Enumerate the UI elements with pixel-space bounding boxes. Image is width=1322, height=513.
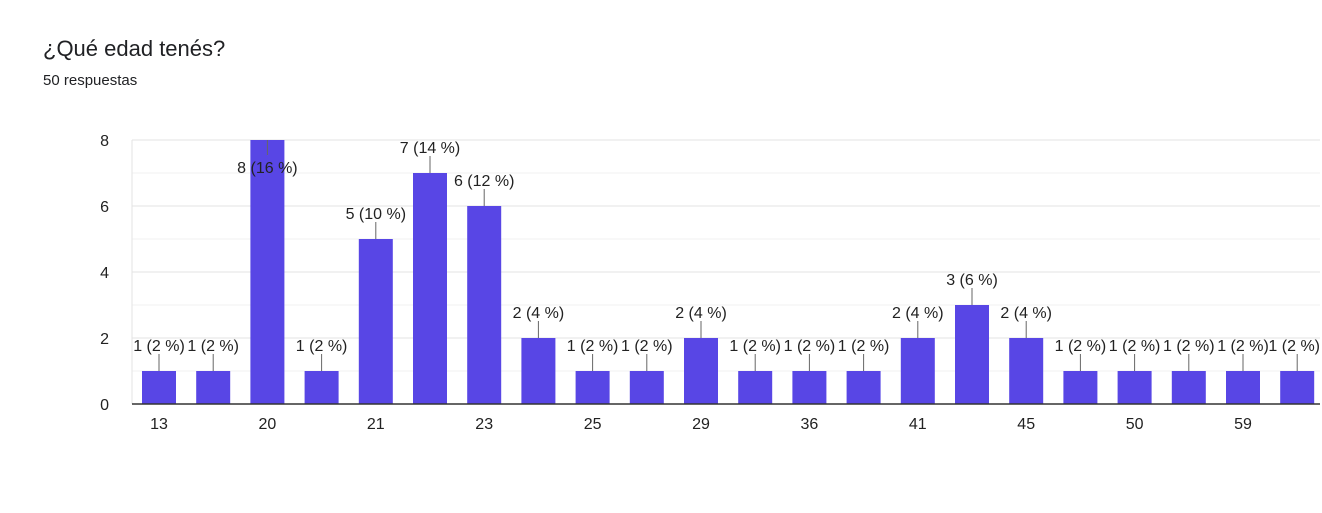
x-tick-label: 36 bbox=[801, 416, 819, 433]
bar bbox=[738, 371, 773, 404]
bar bbox=[413, 173, 447, 404]
data-label-text: 1 (2 %) bbox=[1163, 338, 1215, 355]
bar bbox=[467, 206, 502, 404]
data-label-text: 1 (2 %) bbox=[1109, 338, 1161, 355]
data-label: 1 (2 %) bbox=[838, 338, 890, 371]
bar bbox=[575, 371, 610, 404]
x-tick-label: 25 bbox=[584, 416, 602, 433]
data-label-text: 1 (2 %) bbox=[1217, 338, 1269, 355]
bar bbox=[1226, 371, 1260, 404]
data-label: 7 (14 %) bbox=[400, 140, 460, 173]
data-label: 1 (2 %) bbox=[621, 338, 673, 371]
data-label-text: 1 (2 %) bbox=[567, 338, 619, 355]
x-tick-label: 29 bbox=[692, 416, 710, 433]
data-label: 5 (10 %) bbox=[346, 206, 406, 239]
data-label-text: 1 (2 %) bbox=[133, 338, 185, 355]
bar bbox=[1280, 371, 1315, 404]
data-label: 1 (2 %) bbox=[1268, 338, 1320, 371]
data-label-text: 1 (2 %) bbox=[1268, 338, 1320, 355]
data-labels: 1 (2 %) 1 (2 %)8 (16 %)1 (2 %)5 (10 %)7 (… bbox=[133, 140, 1320, 371]
data-label: 2 (4 %) bbox=[1000, 305, 1052, 338]
y-tick-label: 8 bbox=[100, 133, 109, 150]
gridlines bbox=[131, 139, 1320, 404]
bar bbox=[196, 371, 231, 404]
y-tick-label: 0 bbox=[100, 397, 109, 414]
data-label: 1 (2 %) bbox=[133, 338, 185, 371]
question-title: ¿Qué edad tenés? bbox=[43, 36, 226, 61]
data-label-text: 1 (2 %) bbox=[187, 338, 239, 355]
data-label: 1 (2 %) bbox=[187, 338, 239, 371]
bar bbox=[1117, 371, 1152, 404]
data-label: 1 (2 %) bbox=[729, 338, 781, 371]
bar bbox=[1009, 338, 1044, 404]
bar bbox=[250, 140, 285, 404]
x-tick-label: 21 bbox=[367, 416, 385, 433]
data-label-text: 2 (4 %) bbox=[675, 305, 727, 322]
data-label-text: 2 (4 %) bbox=[1000, 305, 1052, 322]
data-label-text: 3 (6 %) bbox=[946, 272, 998, 289]
y-tick-label: 4 bbox=[100, 265, 109, 282]
bar bbox=[846, 371, 881, 404]
x-tick-label: 59 bbox=[1234, 416, 1252, 433]
data-label: 1 (2 %) bbox=[1217, 338, 1269, 371]
bar bbox=[900, 338, 935, 404]
data-label: 1 (2 %) bbox=[296, 338, 348, 371]
data-label-text: 8 (16 %) bbox=[237, 160, 297, 177]
bar bbox=[955, 305, 989, 404]
response-count: 50 respuestas bbox=[43, 72, 138, 89]
y-tick-label: 2 bbox=[100, 331, 109, 348]
bar bbox=[358, 239, 393, 404]
x-tick-label: 23 bbox=[475, 416, 493, 433]
bar bbox=[1063, 371, 1098, 404]
data-label-text: 2 (4 %) bbox=[513, 305, 565, 322]
data-label: 8 (16 %) bbox=[237, 140, 298, 177]
x-tick-label: 20 bbox=[259, 416, 277, 433]
data-label-text: 1 (2 %) bbox=[1055, 338, 1107, 355]
bar bbox=[684, 338, 718, 404]
data-label-text: 1 (2 %) bbox=[729, 338, 781, 355]
data-label-text: 7 (14 %) bbox=[400, 140, 460, 157]
bar bbox=[792, 371, 827, 404]
data-label: 1 (2 %) bbox=[1163, 338, 1215, 371]
data-label: 6 (12 %) bbox=[454, 173, 514, 206]
bar bbox=[142, 371, 176, 404]
y-tick-label: 6 bbox=[100, 199, 109, 216]
data-label-text: 5 (10 %) bbox=[346, 206, 406, 223]
bar bbox=[629, 371, 664, 404]
x-tick-label: 45 bbox=[1017, 416, 1035, 433]
data-label: 1 (2 %) bbox=[567, 338, 619, 371]
data-label-text: 1 (2 %) bbox=[621, 338, 673, 355]
bar bbox=[1171, 371, 1206, 404]
data-label: 2 (4 %) bbox=[513, 305, 565, 338]
data-label-text: 2 (4 %) bbox=[892, 305, 944, 322]
x-tick-label: 41 bbox=[909, 416, 927, 433]
x-tick-label: 50 bbox=[1126, 416, 1144, 433]
data-label: 2 (4 %) bbox=[675, 305, 727, 338]
data-label-text: 1 (2 %) bbox=[784, 338, 836, 355]
data-label: 3 (6 %) bbox=[946, 272, 998, 305]
data-label-text: 6 (12 %) bbox=[454, 173, 514, 190]
bars bbox=[142, 140, 1315, 404]
data-label: 1 (2 %) bbox=[1109, 338, 1161, 371]
bar bbox=[521, 338, 556, 404]
data-label-text: 1 (2 %) bbox=[838, 338, 890, 355]
axes: 0 2 4 6 8 13 20 21 23 25 29 36 41 45 50 59 bbox=[100, 133, 1320, 433]
bar bbox=[304, 371, 339, 404]
data-label: 2 (4 %) bbox=[892, 305, 944, 338]
x-tick-label: 13 bbox=[150, 416, 168, 433]
data-label-text: 1 (2 %) bbox=[296, 338, 348, 355]
data-label: 1 (2 %) bbox=[784, 338, 836, 371]
data-label: 1 (2 %) bbox=[1055, 338, 1107, 371]
